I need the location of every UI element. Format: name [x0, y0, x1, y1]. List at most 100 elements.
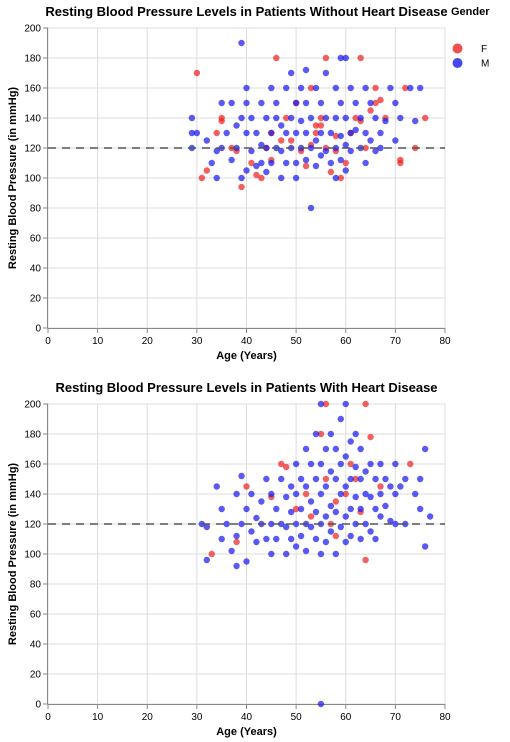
- chart1-point-m: [307, 204, 315, 212]
- legend-label-male: M: [481, 59, 489, 70]
- chart2-point-f: [362, 556, 369, 564]
- chart1-point-f: [312, 129, 320, 137]
- chart2-point-m: [426, 513, 434, 520]
- chart1-point-m: [342, 114, 349, 122]
- chart2-point-m: [397, 483, 404, 490]
- chart1-y-tick-label: 180: [24, 54, 41, 65]
- chart1-point-f: [287, 137, 295, 144]
- chart2-point-m: [337, 523, 344, 531]
- chart1-y-tick-label: 40: [30, 264, 42, 275]
- chart2-point-m: [273, 505, 280, 513]
- chart1-point-m: [213, 147, 220, 155]
- chart2-point-m: [337, 490, 344, 498]
- chart2-point-m: [297, 505, 305, 513]
- chart2-point-m: [317, 490, 325, 498]
- chart1-point-m: [332, 174, 340, 182]
- chart2-point-m: [292, 460, 300, 468]
- chart2-point-m: [357, 505, 364, 513]
- chart1-point-m: [357, 114, 364, 122]
- chart2-point-m: [248, 528, 255, 535]
- chart2-point-m: [347, 475, 354, 483]
- chart1-point-f: [302, 162, 310, 170]
- chart1-point-m: [337, 132, 344, 140]
- chart2-point-f: [332, 532, 340, 540]
- chart2-point-m: [372, 535, 379, 543]
- chart2-point-f: [307, 513, 315, 520]
- chart1-point-m: [273, 99, 280, 107]
- chart1-point-f: [342, 159, 349, 167]
- chart1-point-m: [238, 114, 245, 122]
- chart2-point-m: [357, 475, 364, 483]
- chart1-point-m: [268, 159, 275, 167]
- chart2-y-tick-label: 100: [24, 550, 41, 561]
- chart1-point-m: [223, 129, 230, 137]
- chart1-point-m: [213, 174, 220, 182]
- chart2-point-m: [317, 460, 325, 468]
- chart2-point-m: [387, 517, 394, 525]
- chart1-point-m: [322, 69, 330, 77]
- chart2-point-m: [307, 523, 315, 531]
- chart1-point-m: [263, 114, 270, 122]
- chart1-point-m: [332, 114, 340, 122]
- chart2-point-m: [327, 502, 335, 510]
- chart1-point-m: [387, 84, 394, 92]
- chart2-point-m: [253, 538, 260, 546]
- chart1-point-m: [297, 117, 305, 125]
- chart1-point-m: [258, 141, 265, 149]
- chart2-point-f: [322, 475, 330, 483]
- chart2-point-m: [322, 538, 330, 546]
- chart2-title: Resting Blood Pressure Levels in Patient…: [55, 380, 437, 395]
- chart2-point-m: [292, 520, 300, 528]
- chart2-x-tick-label: 50: [291, 712, 303, 723]
- chart1-point-m: [283, 129, 290, 137]
- chart1-point-m: [287, 69, 295, 77]
- chart1-point-f: [327, 168, 335, 176]
- chart1-point-f: [397, 159, 404, 167]
- chart2-point-m: [258, 498, 265, 505]
- chart1-point-m: [273, 114, 280, 122]
- chart1-point-m: [367, 99, 374, 107]
- legend-swatch-male: [452, 58, 463, 68]
- chart2-point-m: [421, 445, 429, 453]
- chart2-point-f: [317, 430, 325, 438]
- chart1-point-m: [322, 114, 330, 122]
- chart2-x-tick-label: 60: [340, 712, 352, 723]
- chart2-x-tick-label: 70: [390, 712, 402, 723]
- chart2-y-tick-label: 80: [30, 580, 42, 591]
- chart1-point-m: [416, 84, 424, 92]
- chart1-point-m: [302, 66, 310, 74]
- chart1-point-m: [292, 159, 300, 167]
- chart2-point-m: [377, 513, 384, 520]
- chart2-x-tick-label: 20: [142, 712, 154, 723]
- chart2-point-m: [287, 508, 295, 516]
- chart1-point-f: [421, 114, 429, 122]
- chart2-point-m: [198, 520, 206, 528]
- chart2-x-tick-label: 40: [241, 712, 253, 723]
- chart1-point-m: [362, 159, 369, 167]
- chart2-point-m: [203, 523, 210, 531]
- chart2-point-m: [233, 490, 240, 498]
- chart1-point-f: [203, 167, 210, 174]
- chart2-point-m: [377, 490, 384, 498]
- chart1-point-m: [253, 162, 260, 170]
- chart2-point-m: [367, 528, 374, 535]
- chart1-point-f: [402, 84, 409, 92]
- chart2-x-tick-label: 10: [92, 712, 104, 723]
- chart1-point-f: [312, 122, 320, 129]
- chart1-point-f: [278, 137, 285, 144]
- chart2-point-m: [312, 430, 320, 438]
- chart2-point-m: [322, 445, 330, 453]
- chart2-point-m: [278, 475, 285, 483]
- chart1-point-m: [302, 99, 310, 107]
- chart1-point-m: [322, 147, 330, 155]
- chart2-y-tick-label: 180: [24, 430, 41, 441]
- chart1-point-m: [327, 129, 335, 137]
- chart2-point-m: [412, 490, 419, 498]
- chart1-point-m: [188, 129, 196, 137]
- chart2-point-f: [283, 463, 290, 471]
- chart1-point-m: [292, 99, 300, 107]
- chart1-x-axis-title: Age (Years): [216, 350, 277, 362]
- chart1-point-m: [228, 156, 235, 164]
- chart1-point-f: [322, 54, 330, 62]
- chart1-point-m: [297, 84, 305, 92]
